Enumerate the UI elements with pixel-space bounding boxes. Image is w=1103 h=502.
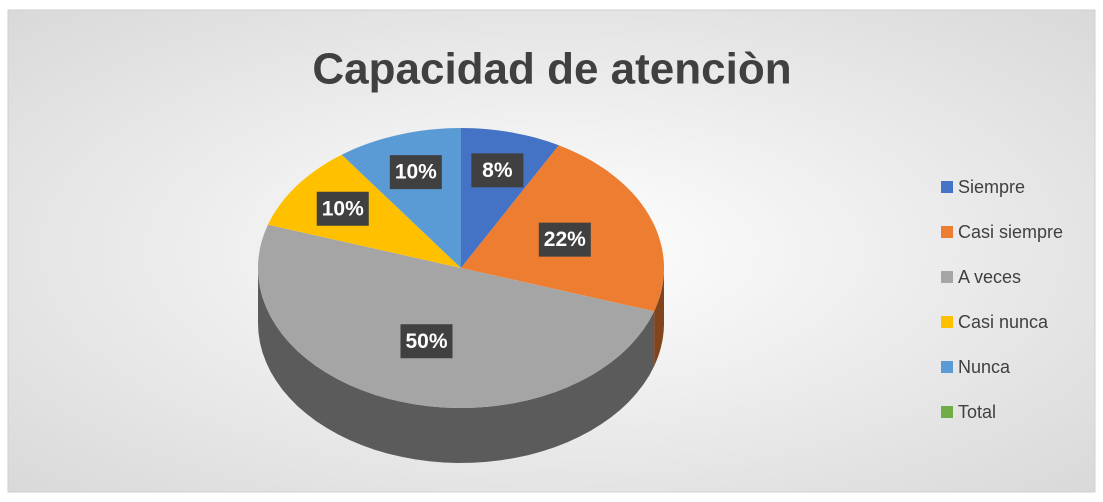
legend-swatch <box>941 181 953 193</box>
data-label-box <box>471 153 524 188</box>
pie-slice-side <box>654 268 664 367</box>
data-label-box <box>316 191 369 226</box>
data-label: 8% <box>482 159 513 182</box>
legend-label: Siempre <box>958 177 1025 197</box>
data-label-box <box>400 324 453 359</box>
data-label: 10% <box>395 161 437 184</box>
legend-swatch <box>941 316 953 328</box>
data-label: 50% <box>405 330 447 353</box>
legend-swatch <box>941 271 953 283</box>
legend-label: Total <box>958 402 996 422</box>
data-label-box <box>389 155 442 190</box>
legend-label: Casi nunca <box>958 312 1049 332</box>
legend-label: A veces <box>958 267 1021 287</box>
legend-swatch <box>941 406 953 418</box>
pie-slice-side <box>258 268 655 463</box>
data-label-box <box>538 222 591 257</box>
pie-slice <box>258 224 655 408</box>
legend-swatch <box>941 226 953 238</box>
data-label: 10% <box>322 197 364 220</box>
legend-swatch <box>941 361 953 373</box>
data-label: 22% <box>544 228 586 251</box>
chart-title: Capacidad de atenciòn <box>312 45 791 94</box>
legend-label: Nunca <box>958 357 1011 377</box>
legend-label: Casi siempre <box>958 222 1063 242</box>
